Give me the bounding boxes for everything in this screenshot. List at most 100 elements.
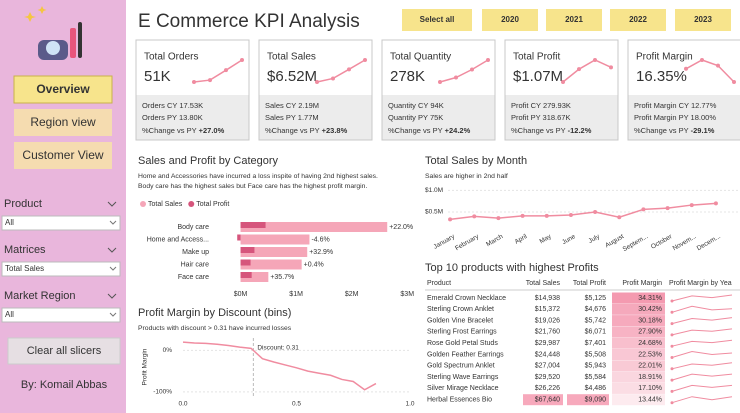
table-cell: 17.10% (638, 385, 662, 392)
kpi-spark-dot (609, 65, 613, 70)
data-label: +22.0% (389, 224, 413, 231)
table-cell: Emerald Crown Necklace (427, 295, 506, 302)
table-spark-dot (670, 378, 674, 382)
nav-label[interactable]: Customer View (22, 148, 103, 162)
bar (237, 234, 241, 241)
clear-button[interactable] (7, 337, 121, 365)
bar (240, 222, 388, 232)
kpi-spark-dot (240, 58, 244, 62)
year-label[interactable]: 2023 (694, 15, 712, 24)
filter-dropdown[interactable] (1, 261, 121, 277)
margin-cell (612, 382, 665, 394)
table-sparkline (671, 396, 733, 404)
table-cell: $27,004 (535, 363, 560, 370)
table-spark-dot (670, 401, 674, 405)
line-point (689, 203, 694, 208)
year-button[interactable] (482, 9, 538, 31)
legend-dot (188, 201, 195, 207)
table-cell: $24,448 (535, 351, 560, 358)
year-button[interactable] (402, 9, 472, 31)
line-series (182, 341, 377, 391)
filter-value[interactable]: Total Sales (5, 264, 44, 273)
legend-label: Total Profit (196, 201, 229, 208)
table-cell: 13.44% (638, 397, 662, 404)
kpi-py: Orders PY 13.80K (142, 113, 203, 122)
table-cell: Silver Mirage Necklace (427, 385, 499, 392)
kpi-value: 51K (144, 68, 171, 85)
data-label: +35.7% (270, 274, 294, 281)
nav-button[interactable] (14, 142, 112, 169)
kpi-detail-panel (505, 95, 618, 140)
year-label[interactable]: 2021 (565, 15, 583, 24)
year-button[interactable] (675, 9, 731, 31)
table-sparkline (671, 294, 733, 302)
kpi-py: Sales PY 1.77M (265, 113, 319, 122)
table-cell: $4,486 (585, 385, 607, 392)
kpi-title: Total Sales (267, 52, 316, 63)
year-label[interactable]: 2020 (501, 15, 519, 24)
highlight-cell (523, 394, 563, 406)
author: By: Komail Abbas (21, 379, 108, 391)
kpi-title: Total Profit (513, 52, 560, 63)
kpi-spark-dot (470, 67, 474, 72)
bar (240, 247, 308, 257)
kpi-detail-panel (136, 95, 249, 140)
chart-title: Sales and Profit by Category (138, 155, 279, 167)
table-sparkline (671, 362, 733, 370)
line-point (448, 217, 453, 222)
nav-label[interactable]: Region view (30, 115, 96, 129)
margin-cell (612, 360, 665, 372)
kpi-spark-dot (208, 78, 212, 83)
table-spark-dot (670, 299, 674, 303)
filter-value[interactable]: All (5, 218, 14, 227)
bar (240, 234, 310, 245)
year-label[interactable]: 2022 (629, 15, 647, 24)
chart-subtitle: Sales are higher in 2nd half (425, 173, 508, 180)
kpi-spark-dot (486, 58, 490, 62)
clear-label[interactable]: Clear all slicers (27, 345, 102, 357)
kpi-py: Quantity PY 75K (388, 113, 443, 122)
kpi-sparkline (316, 59, 366, 83)
kpi-change: +24.2% (445, 126, 471, 135)
page-title: E Commerce KPI Analysis (138, 11, 360, 32)
kpi-title: Profit Margin (636, 52, 693, 63)
margin-cell (612, 303, 665, 315)
kpi-change: -29.1% (691, 126, 715, 135)
table-cell: $4,676 (585, 306, 607, 313)
chevron-icon (109, 312, 117, 317)
filter-label: Matrices (4, 244, 46, 256)
table-cell: $6,071 (585, 329, 607, 336)
table-cell: $14,938 (535, 295, 560, 302)
kpi-title: Total Quantity (390, 52, 451, 63)
column-header: Total Profit (573, 280, 606, 287)
table-cell: 22.53% (638, 351, 662, 358)
table-cell: 30.42% (638, 306, 662, 313)
filter-dropdown[interactable] (1, 215, 121, 231)
filter-dropdown[interactable] (1, 307, 121, 323)
kpi-spark-dot (363, 58, 367, 62)
table-cell: 30.18% (638, 317, 662, 324)
kpi-spark-dot (192, 80, 196, 84)
y-tick-label: Face care (178, 274, 209, 281)
year-button[interactable] (546, 9, 602, 31)
x-tick-label: $0M (234, 291, 248, 298)
legend-dot (140, 201, 146, 207)
line-point (568, 213, 573, 218)
nav-button[interactable] (13, 75, 113, 104)
year-button[interactable] (610, 9, 666, 31)
kpi-cy: Profit CY 279.93K (511, 101, 571, 110)
kpi-spark-dot (593, 58, 597, 62)
column-header: Product (427, 280, 451, 287)
year-label[interactable]: Select all (420, 15, 455, 24)
nav-button[interactable] (14, 109, 112, 136)
filter-value[interactable]: All (5, 310, 14, 319)
kpi-spark-dot (684, 66, 688, 71)
nav-label[interactable]: Overview (36, 82, 90, 96)
kpi-value: 16.35% (636, 68, 687, 85)
table-cell: $5,943 (585, 363, 607, 370)
table-cell: $19,026 (535, 317, 560, 324)
table-cell: Gold Spectrum Anklet (427, 363, 495, 370)
chart-title: Total Sales by Month (425, 155, 527, 167)
y-tick-label: Make up (182, 249, 209, 256)
table-spark-dot (670, 389, 674, 393)
